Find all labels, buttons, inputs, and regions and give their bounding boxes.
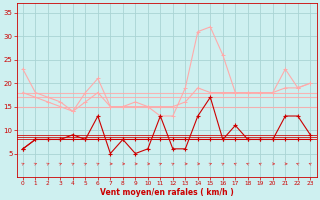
X-axis label: Vent moyen/en rafales ( km/h ): Vent moyen/en rafales ( km/h ) — [100, 188, 234, 197]
